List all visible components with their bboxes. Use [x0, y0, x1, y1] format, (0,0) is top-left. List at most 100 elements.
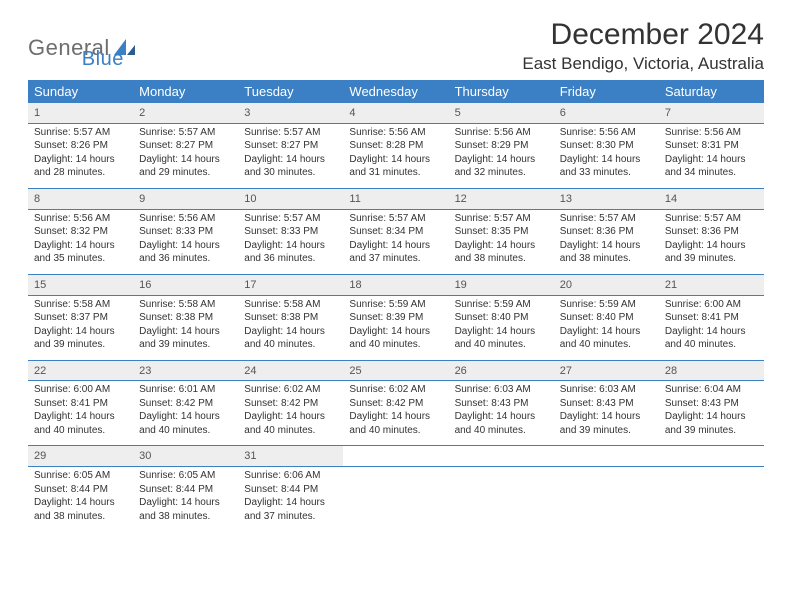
- sunrise-text: Sunrise: 5:57 AM: [560, 212, 653, 226]
- sunrise-text: Sunrise: 5:59 AM: [560, 298, 653, 312]
- sunrise-text: Sunrise: 5:57 AM: [34, 126, 127, 140]
- daylight-text: Daylight: 14 hours: [34, 410, 127, 424]
- day-number: 17: [238, 275, 343, 295]
- calendar-page: General Blue December 2024 East Bendigo,…: [0, 0, 792, 612]
- daylight-text: and 36 minutes.: [244, 252, 337, 266]
- day-detail-cell: Sunrise: 6:02 AMSunset: 8:42 PMDaylight:…: [343, 381, 448, 446]
- day-number-cell: 3: [238, 103, 343, 123]
- sunset-text: Sunset: 8:29 PM: [455, 139, 548, 153]
- daylight-text: Daylight: 14 hours: [139, 153, 232, 167]
- sunset-text: Sunset: 8:43 PM: [665, 397, 758, 411]
- day-detail-cell: Sunrise: 5:59 AMSunset: 8:40 PMDaylight:…: [449, 295, 554, 360]
- day-number: 21: [659, 275, 764, 295]
- sunset-text: Sunset: 8:41 PM: [34, 397, 127, 411]
- day-detail-cell: [554, 467, 659, 532]
- sunset-text: Sunset: 8:37 PM: [34, 311, 127, 325]
- daylight-text: and 40 minutes.: [349, 424, 442, 438]
- sunrise-text: Sunrise: 5:59 AM: [349, 298, 442, 312]
- day-number-cell: 8: [28, 188, 133, 209]
- day-detail-cell: [343, 467, 448, 532]
- daylight-text: and 40 minutes.: [349, 338, 442, 352]
- daylight-text: and 39 minutes.: [665, 424, 758, 438]
- day-number: 12: [449, 189, 554, 209]
- day-number: 4: [343, 103, 448, 123]
- day-detail-row: Sunrise: 5:56 AMSunset: 8:32 PMDaylight:…: [28, 209, 764, 274]
- day-number-cell: 4: [343, 103, 448, 123]
- day-details: Sunrise: 5:59 AMSunset: 8:40 PMDaylight:…: [449, 296, 554, 360]
- day-details: Sunrise: 6:01 AMSunset: 8:42 PMDaylight:…: [133, 381, 238, 445]
- daylight-text: and 40 minutes.: [455, 424, 548, 438]
- sunset-text: Sunset: 8:38 PM: [139, 311, 232, 325]
- sunset-text: Sunset: 8:28 PM: [349, 139, 442, 153]
- day-number-cell: 10: [238, 188, 343, 209]
- day-number-cell: 23: [133, 360, 238, 381]
- daylight-text: Daylight: 14 hours: [665, 410, 758, 424]
- sunset-text: Sunset: 8:42 PM: [244, 397, 337, 411]
- day-details: Sunrise: 5:57 AMSunset: 8:33 PMDaylight:…: [238, 210, 343, 274]
- day-number-cell: 31: [238, 446, 343, 467]
- daylight-text: and 37 minutes.: [244, 510, 337, 524]
- sunset-text: Sunset: 8:43 PM: [455, 397, 548, 411]
- day-detail-cell: Sunrise: 5:59 AMSunset: 8:40 PMDaylight:…: [554, 295, 659, 360]
- daylight-text: and 40 minutes.: [665, 338, 758, 352]
- daylight-text: and 34 minutes.: [665, 166, 758, 180]
- daylight-text: Daylight: 14 hours: [349, 410, 442, 424]
- day-number-cell: [659, 446, 764, 467]
- day-detail-cell: [449, 467, 554, 532]
- daylight-text: and 36 minutes.: [139, 252, 232, 266]
- sunrise-text: Sunrise: 6:00 AM: [34, 383, 127, 397]
- daylight-text: and 31 minutes.: [349, 166, 442, 180]
- day-details: Sunrise: 5:57 AMSunset: 8:34 PMDaylight:…: [343, 210, 448, 274]
- daylight-text: and 33 minutes.: [560, 166, 653, 180]
- daylight-text: and 39 minutes.: [665, 252, 758, 266]
- day-number-cell: [554, 446, 659, 467]
- sunrise-text: Sunrise: 6:01 AM: [139, 383, 232, 397]
- daylight-text: and 37 minutes.: [349, 252, 442, 266]
- sunrise-text: Sunrise: 6:05 AM: [139, 469, 232, 483]
- day-number: 9: [133, 189, 238, 209]
- day-details: Sunrise: 5:56 AMSunset: 8:30 PMDaylight:…: [554, 124, 659, 188]
- day-number-cell: 26: [449, 360, 554, 381]
- day-detail-cell: Sunrise: 6:00 AMSunset: 8:41 PMDaylight:…: [28, 381, 133, 446]
- sunset-text: Sunset: 8:40 PM: [455, 311, 548, 325]
- day-number-cell: 1: [28, 103, 133, 123]
- day-detail-cell: Sunrise: 5:57 AMSunset: 8:34 PMDaylight:…: [343, 209, 448, 274]
- day-detail-cell: Sunrise: 6:06 AMSunset: 8:44 PMDaylight:…: [238, 467, 343, 532]
- daylight-text: Daylight: 14 hours: [139, 496, 232, 510]
- day-detail-cell: Sunrise: 6:05 AMSunset: 8:44 PMDaylight:…: [133, 467, 238, 532]
- day-detail-cell: Sunrise: 6:03 AMSunset: 8:43 PMDaylight:…: [449, 381, 554, 446]
- day-number: 3: [238, 103, 343, 123]
- sunrise-text: Sunrise: 5:57 AM: [244, 212, 337, 226]
- day-details: Sunrise: 5:57 AMSunset: 8:36 PMDaylight:…: [659, 210, 764, 274]
- day-details: Sunrise: 5:57 AMSunset: 8:35 PMDaylight:…: [449, 210, 554, 274]
- day-detail-cell: Sunrise: 5:57 AMSunset: 8:26 PMDaylight:…: [28, 123, 133, 188]
- day-number-cell: 6: [554, 103, 659, 123]
- day-number-cell: 27: [554, 360, 659, 381]
- day-number: 6: [554, 103, 659, 123]
- day-number-cell: [449, 446, 554, 467]
- sunrise-text: Sunrise: 6:06 AM: [244, 469, 337, 483]
- title-block: December 2024 East Bendigo, Victoria, Au…: [522, 18, 764, 74]
- day-detail-cell: Sunrise: 5:57 AMSunset: 8:27 PMDaylight:…: [133, 123, 238, 188]
- day-number: 29: [28, 446, 133, 466]
- day-detail-cell: Sunrise: 5:57 AMSunset: 8:27 PMDaylight:…: [238, 123, 343, 188]
- weekday-header: Saturday: [659, 80, 764, 103]
- day-detail-cell: Sunrise: 5:57 AMSunset: 8:36 PMDaylight:…: [659, 209, 764, 274]
- daylight-text: and 40 minutes.: [139, 424, 232, 438]
- day-details: Sunrise: 5:59 AMSunset: 8:39 PMDaylight:…: [343, 296, 448, 360]
- daylight-text: Daylight: 14 hours: [244, 153, 337, 167]
- day-number: 20: [554, 275, 659, 295]
- day-number-cell: 9: [133, 188, 238, 209]
- day-number: 7: [659, 103, 764, 123]
- day-details: Sunrise: 5:56 AMSunset: 8:31 PMDaylight:…: [659, 124, 764, 188]
- sunrise-text: Sunrise: 6:04 AM: [665, 383, 758, 397]
- daylight-text: Daylight: 14 hours: [139, 410, 232, 424]
- daylight-text: Daylight: 14 hours: [34, 153, 127, 167]
- day-detail-cell: [659, 467, 764, 532]
- daylight-text: Daylight: 14 hours: [349, 153, 442, 167]
- daylight-text: and 29 minutes.: [139, 166, 232, 180]
- daylight-text: Daylight: 14 hours: [349, 325, 442, 339]
- day-detail-cell: Sunrise: 5:57 AMSunset: 8:36 PMDaylight:…: [554, 209, 659, 274]
- sunset-text: Sunset: 8:41 PM: [665, 311, 758, 325]
- day-number-cell: 11: [343, 188, 448, 209]
